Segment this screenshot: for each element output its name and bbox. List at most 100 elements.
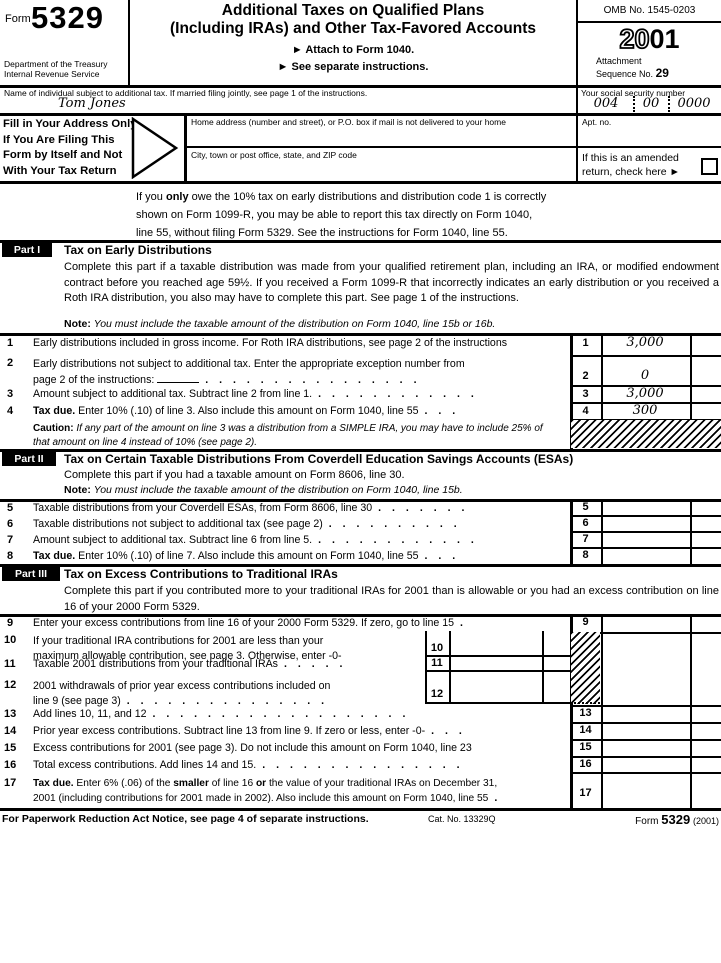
caution-note: Caution: If any part of the amount on li… [33, 423, 543, 448]
line13-number: 13 [4, 708, 17, 720]
tax-year: 2001 [578, 23, 721, 55]
see-instructions-note: ► See separate instructions. [277, 61, 429, 73]
line2-label: Early distributions not subject to addit… [33, 357, 570, 388]
ssn-part1-input[interactable]: 004 [593, 96, 619, 111]
line6-text: Taxable distributions not subject to add… [33, 518, 323, 530]
divider [425, 702, 570, 704]
divider [601, 614, 603, 808]
intro-line: shown on Form 1099-R, you may be able to… [136, 209, 533, 221]
line1-amount-input[interactable]: 3,000 [626, 335, 664, 350]
line7-box-number: 7 [582, 533, 589, 545]
line5-leader: . . . . . . . [378, 502, 465, 514]
line13-label: Add lines 10, 11, and 12 . . . . . . . . … [33, 708, 405, 720]
line8-leader: . . . [424, 550, 456, 562]
name-input[interactable]: Tom Jones [58, 96, 126, 111]
divider [570, 705, 721, 707]
line3-leader: . . . . . . . . . . . . [318, 388, 474, 400]
amended-label: If this is an amended return, check here… [582, 151, 680, 179]
line11-box-number: 11 [431, 657, 443, 669]
line13-box-number: 13 [579, 707, 592, 719]
line2-number: 2 [7, 357, 14, 369]
address-instruction-line: If You Are Filing This [3, 133, 115, 146]
part3-title: Tax on Excess Contributions to Tradition… [64, 567, 338, 581]
divider [128, 0, 130, 85]
line6-leader: . . . . . . . . . . [328, 518, 457, 530]
line8-box-number: 8 [582, 549, 589, 561]
intro-note: If you only owe the 10% tax on early dis… [136, 188, 546, 242]
home-address-input[interactable] [191, 128, 571, 144]
line14-leader: . . . [431, 725, 462, 737]
sequence-number: 29 [655, 66, 669, 80]
line12-box-number: 12 [430, 688, 444, 700]
ssn-separator [633, 96, 635, 112]
line14-box-number: 14 [579, 724, 592, 736]
line9-box-number: 9 [582, 616, 589, 628]
divider [570, 547, 721, 549]
line10-label: If your traditional IRA contributions fo… [33, 634, 423, 664]
line7-leader: . . . . . . . . . . . . [318, 534, 474, 546]
divider [0, 614, 721, 617]
line15-box-number: 15 [579, 741, 592, 753]
divider [576, 113, 578, 181]
line1-number: 1 [7, 337, 14, 349]
divider [0, 564, 721, 567]
divider [601, 333, 603, 419]
omb-number: OMB No. 1545-0203 [603, 5, 696, 16]
city-label: City, town or post office, state, and ZI… [191, 150, 357, 160]
city-input[interactable] [191, 161, 571, 177]
line16-text: Total excess contributions. Add lines 14… [33, 759, 257, 771]
divider [0, 181, 721, 184]
attachment-label: Attachment [596, 56, 642, 66]
footer-form-year: (2001) [692, 816, 719, 826]
paperwork-notice: For Paperwork Reduction Act Notice, see … [2, 813, 369, 825]
divider [0, 240, 721, 243]
line10-text: If your traditional IRA contributions fo… [33, 635, 342, 662]
line10-number: 10 [4, 634, 17, 646]
address-instruction-line: Fill in Your Address Only [3, 118, 137, 130]
divider [576, 21, 721, 23]
line7-label: Amount subject to additional tax. Subtra… [33, 534, 474, 546]
line7-number: 7 [7, 534, 14, 546]
apt-label: Apt. no. [582, 117, 612, 127]
divider [690, 614, 692, 808]
line5-number: 5 [7, 502, 14, 514]
line4-amount-input[interactable]: 300 [632, 403, 658, 418]
line9-leader: . [460, 617, 463, 629]
divider [425, 655, 570, 657]
apt-input[interactable] [582, 128, 712, 144]
form-word: Form [5, 13, 31, 25]
tax-year-solid: 01 [649, 24, 680, 54]
line2-leader: . . . . . . . . . . . . . . . . [205, 374, 417, 386]
line16-number: 16 [4, 759, 17, 771]
divider [0, 113, 721, 116]
line8-text: Tax due. Enter 10% (.10) of line 7. Also… [33, 550, 419, 562]
line11-number: 11 [4, 658, 16, 670]
address-instructions: Fill in Your Address Only If You Are Fil… [3, 117, 137, 179]
part2-badge: Part II [2, 451, 56, 466]
line7-text: Amount subject to additional tax. Subtra… [33, 534, 313, 546]
ssn-part3-input[interactable]: 0000 [677, 96, 711, 111]
part3-description: Complete this part if you contributed mo… [64, 585, 719, 613]
line14-label: Prior year excess contributions. Subtrac… [33, 725, 462, 737]
amended-checkbox[interactable] [701, 158, 718, 175]
line1-box-number: 1 [582, 337, 589, 349]
divider [0, 808, 721, 811]
divider [570, 756, 721, 758]
divider [542, 631, 544, 702]
line4-number: 4 [7, 405, 14, 417]
divider [449, 631, 451, 702]
line11-label: Taxable 2001 distributions from your tra… [33, 658, 342, 670]
line4-label: Tax due. Enter 10% (.10) of line 3. Also… [33, 405, 455, 417]
attach-note: ► Attach to Form 1040. [291, 44, 415, 56]
line17-number: 17 [4, 777, 17, 789]
line6-box-number: 6 [582, 517, 589, 529]
line2-amount-input[interactable]: 0 [640, 368, 650, 383]
divider [576, 86, 578, 113]
line16-label: Total excess contributions. Add lines 14… [33, 759, 460, 771]
line3-amount-input[interactable]: 3,000 [626, 386, 664, 401]
divider [425, 670, 570, 672]
attachment-sequence: Sequence No. 29 [596, 66, 669, 80]
line15-text: Excess contributions for 2001 (see page … [33, 742, 472, 754]
ssn-separator [668, 96, 670, 112]
ssn-part2-input[interactable]: 00 [642, 96, 660, 111]
